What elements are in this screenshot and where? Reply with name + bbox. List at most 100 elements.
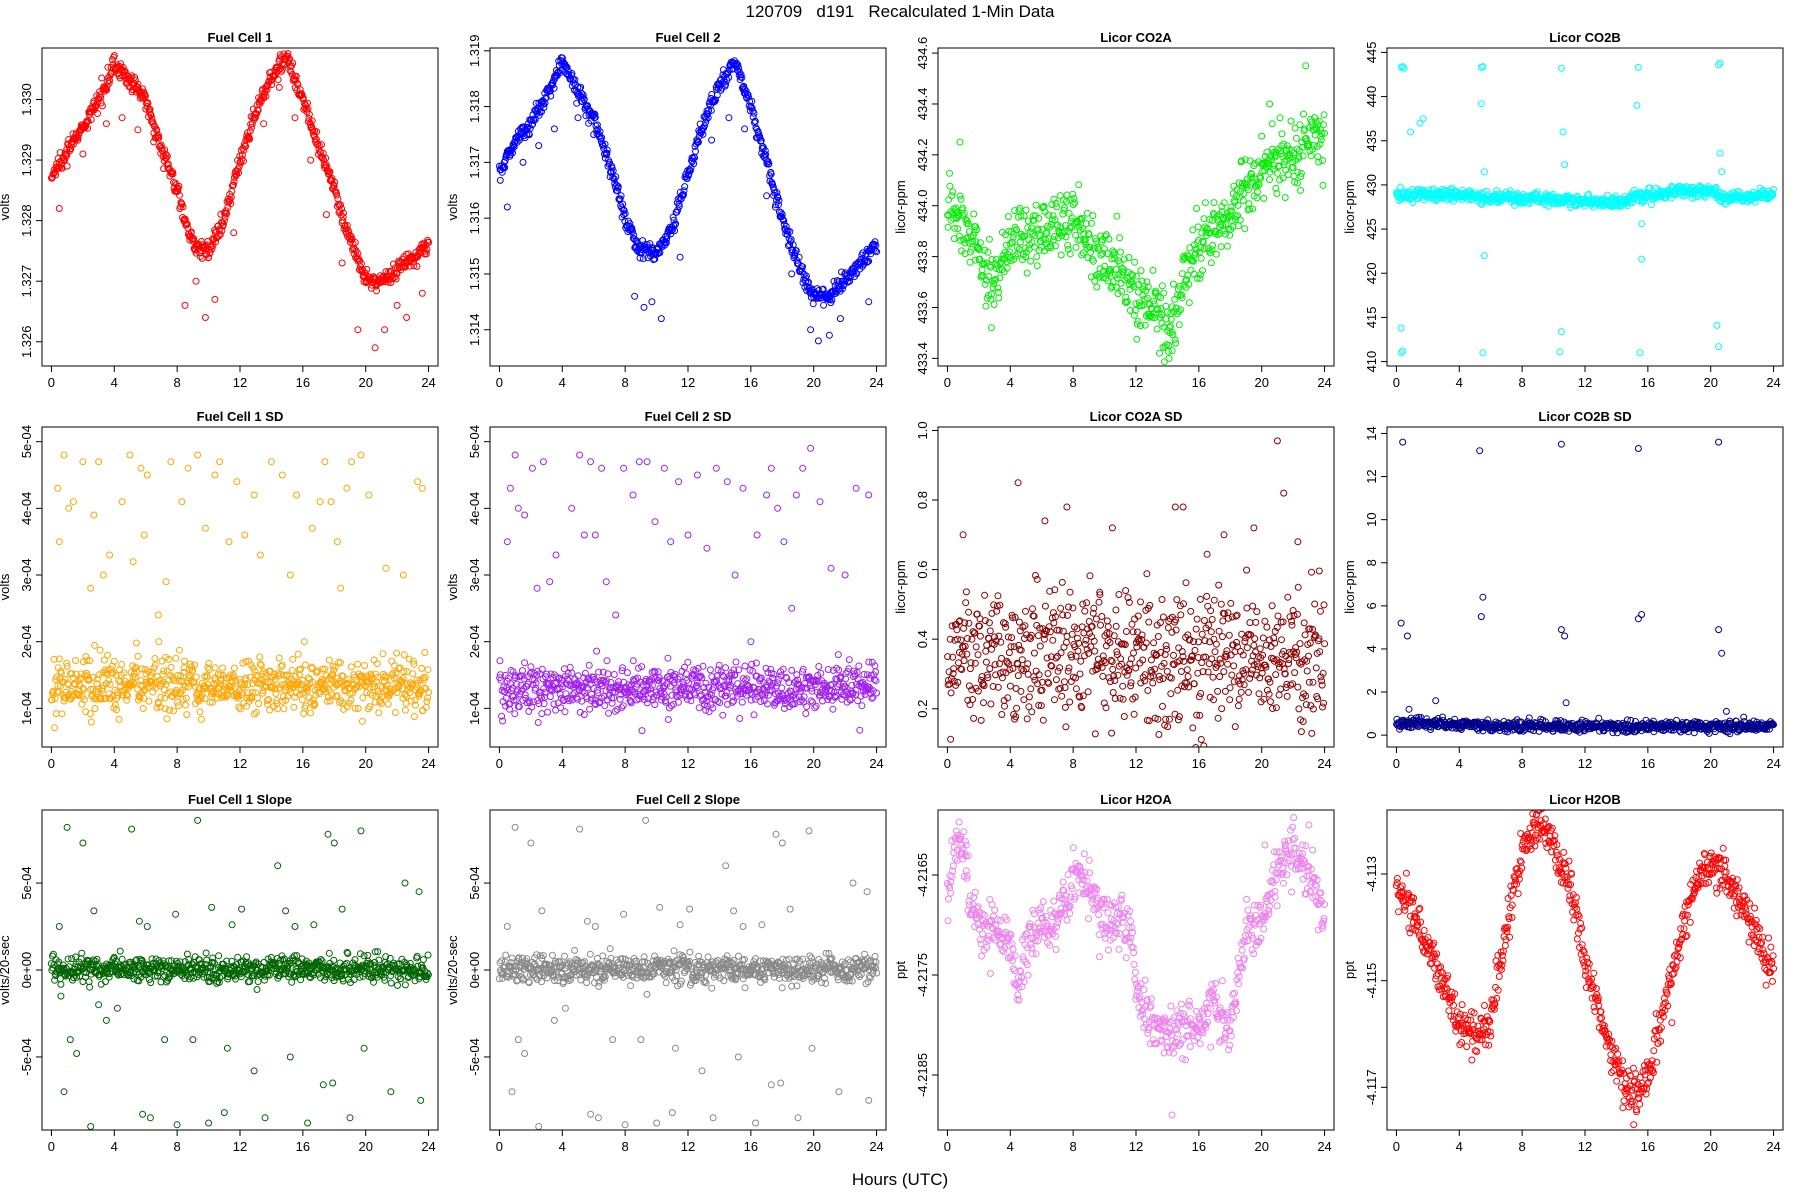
data-point <box>519 667 526 675</box>
data-point-outlier <box>511 451 519 459</box>
data-point <box>222 674 230 682</box>
data-point <box>1251 159 1259 167</box>
data-point-outlier <box>1561 161 1569 169</box>
data-point <box>524 680 532 688</box>
data-point <box>92 695 100 703</box>
data-point <box>128 681 136 689</box>
data-point <box>175 182 183 190</box>
data-point <box>1316 140 1324 148</box>
data-point <box>1397 183 1404 191</box>
data-point <box>362 682 370 690</box>
x-tick-label: 16 <box>1192 375 1206 390</box>
data-point <box>289 655 297 663</box>
data-point <box>1051 586 1059 594</box>
y-tick-label: 440 <box>1364 86 1379 108</box>
data-point <box>619 206 627 214</box>
data-point <box>423 246 431 253</box>
data-point <box>326 168 334 176</box>
data-point <box>1261 167 1269 175</box>
data-point-outlier <box>211 295 219 303</box>
data-point <box>981 280 989 288</box>
data-point <box>51 695 59 703</box>
data-point <box>1054 667 1062 675</box>
data-point <box>831 693 839 701</box>
data-point <box>1081 236 1089 244</box>
data-point <box>706 666 714 674</box>
data-point <box>512 696 520 704</box>
data-point <box>1268 120 1276 128</box>
data-point <box>230 664 238 672</box>
data-point <box>1147 312 1155 320</box>
data-point <box>616 683 623 691</box>
data-point <box>779 665 787 673</box>
data-point <box>1114 290 1122 298</box>
data-point <box>63 662 71 670</box>
data-point <box>347 233 355 241</box>
y-tick-label: 5e-04 <box>467 425 482 458</box>
data-point <box>145 697 153 705</box>
data-point <box>707 701 715 709</box>
x-tick-label: 12 <box>681 756 695 771</box>
data-point <box>1105 235 1113 243</box>
data-point <box>998 266 1006 274</box>
data-points <box>48 50 433 352</box>
data-point-outlier <box>763 192 771 200</box>
data-point <box>1025 693 1033 701</box>
data-point <box>834 651 842 659</box>
y-tick-label: 434.6 <box>915 37 930 70</box>
data-point <box>995 294 1003 302</box>
data-point <box>580 711 588 718</box>
data-point <box>762 664 770 672</box>
data-point <box>390 260 397 268</box>
data-point <box>1058 578 1066 586</box>
data-point-outlier <box>521 511 529 519</box>
data-point <box>139 705 147 712</box>
data-point <box>80 686 88 694</box>
data-point-outlier <box>63 162 71 170</box>
data-point <box>1078 704 1086 712</box>
data-point <box>547 670 555 678</box>
data-point <box>957 665 965 673</box>
data-point <box>413 676 421 684</box>
data-point <box>974 687 982 695</box>
data-point <box>213 694 221 702</box>
data-point-outlier <box>712 464 720 472</box>
data-point <box>987 700 995 708</box>
data-point <box>152 684 160 692</box>
data-point <box>992 275 1000 283</box>
data-point <box>251 710 258 718</box>
data-point <box>219 221 227 229</box>
data-point <box>238 155 246 163</box>
data-point <box>1089 212 1097 220</box>
data-point <box>619 664 626 672</box>
data-point <box>1033 262 1041 270</box>
data-point <box>1061 703 1069 711</box>
data-point <box>601 140 609 148</box>
data-point <box>1004 633 1012 641</box>
data-point <box>278 661 286 669</box>
data-point <box>104 651 112 659</box>
data-point <box>222 207 230 215</box>
data-point <box>351 704 359 712</box>
data-point <box>946 635 954 643</box>
data-point <box>170 707 177 715</box>
data-point <box>425 238 433 246</box>
data-point <box>1236 216 1244 224</box>
data-point <box>113 706 120 714</box>
data-point <box>320 685 328 692</box>
data-point <box>782 673 790 681</box>
data-point <box>298 696 306 704</box>
data-point <box>164 160 172 168</box>
data-point <box>573 693 580 701</box>
data-point <box>994 683 1002 691</box>
data-point <box>262 92 270 100</box>
data-point <box>407 697 415 705</box>
data-point <box>1132 272 1140 280</box>
data-point <box>853 270 861 278</box>
data-point <box>1232 213 1240 221</box>
data-point <box>234 694 242 702</box>
data-point <box>1057 251 1065 259</box>
data-point <box>413 262 421 270</box>
data-point <box>1149 266 1157 274</box>
data-point <box>91 705 99 712</box>
